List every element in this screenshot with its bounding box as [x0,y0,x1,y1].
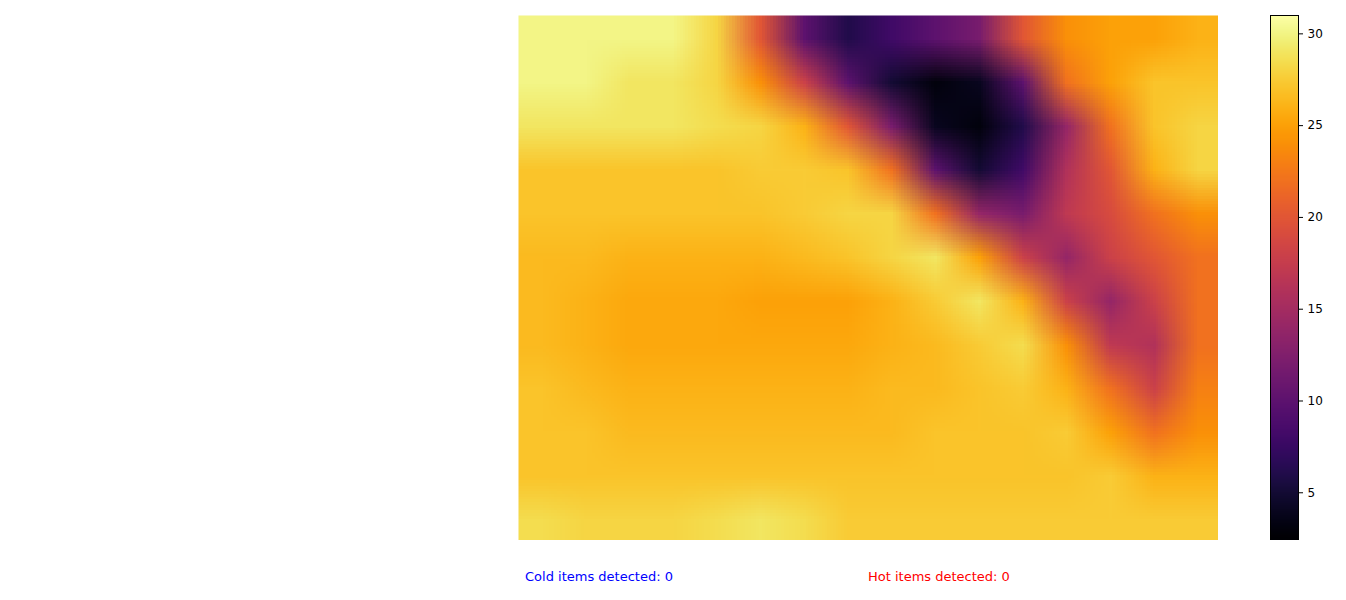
svg-text:20: 20 [1308,210,1323,224]
svg-text:5: 5 [1308,486,1316,500]
html-text:Hot items detected: 0: Hot items detected: 0 [868,569,1010,584]
svg-text:10: 10 [1308,394,1323,408]
svg-text:15: 15 [1308,302,1323,316]
svg-text:25: 25 [1308,118,1323,132]
svg-text:30: 30 [1308,27,1323,41]
html-text:Cold items detected: 0: Cold items detected: 0 [525,569,673,584]
